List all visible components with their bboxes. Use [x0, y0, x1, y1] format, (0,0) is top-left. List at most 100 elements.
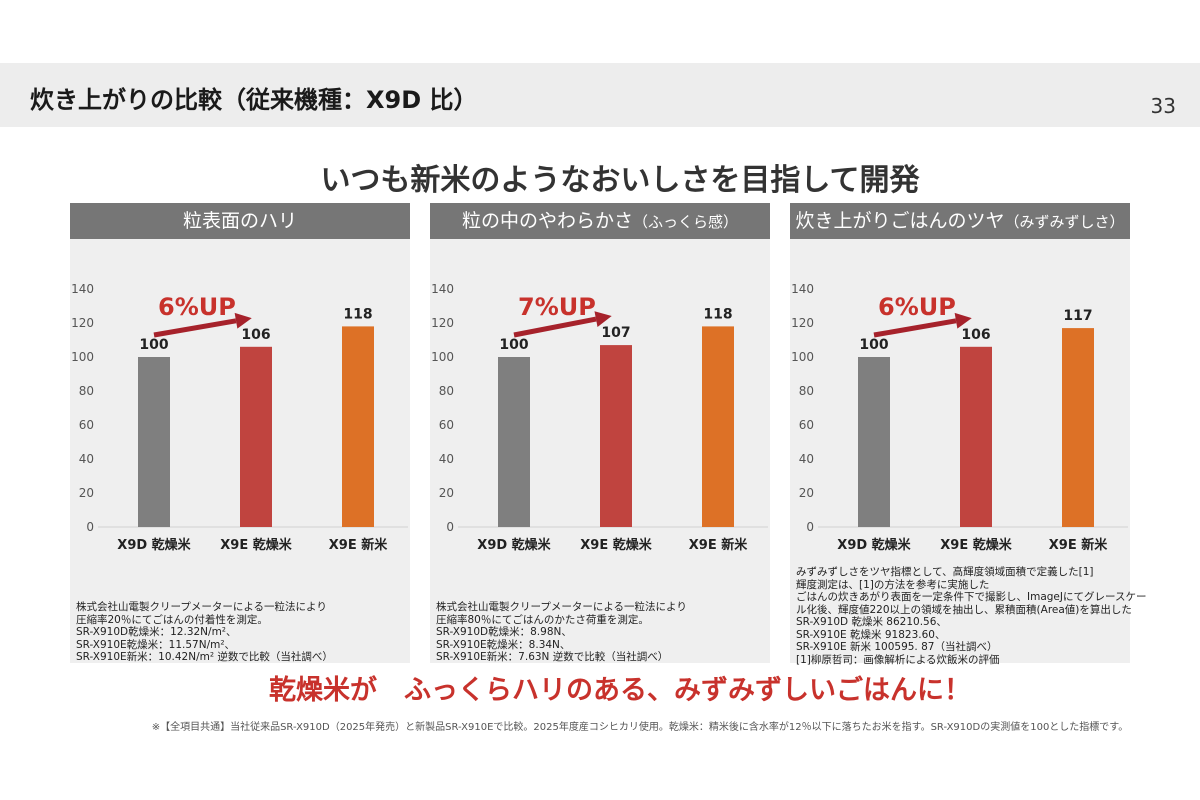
- bar-value-label: 118: [343, 306, 372, 322]
- page-title: 炊き上がりの比較（従来機種：X9D 比）: [30, 86, 478, 114]
- panel-title-main: 粒の中のやわらかさ: [461, 210, 633, 232]
- arrow-head: [594, 311, 612, 327]
- note-line: 株式会社山電製クリープメーターによる一粒法により: [436, 601, 687, 613]
- header-band: [0, 63, 1200, 127]
- panel-title-sub: （ふっくら感）: [633, 213, 739, 231]
- note-line: ごはんの炊きあがり表面を一定条件下で撮影し、ImageJにてグレースケー: [796, 591, 1147, 603]
- bar: [858, 357, 890, 527]
- y-tick-label: 20: [79, 486, 94, 500]
- y-tick-label: 0: [446, 520, 454, 534]
- category-label: X9D 乾燥米: [117, 537, 191, 553]
- y-tick-label: 80: [79, 384, 94, 398]
- y-tick-label: 0: [806, 520, 814, 534]
- category-label: X9D 乾燥米: [477, 537, 551, 553]
- bar-value-label: 106: [961, 327, 990, 343]
- category-label: X9E 新米: [329, 537, 388, 553]
- y-tick-label: 100: [791, 350, 814, 364]
- y-tick-label: 100: [71, 350, 94, 364]
- note-line: SR-X910E 乾燥米 91823.60、: [796, 628, 946, 641]
- category-label: X9E 乾燥米: [580, 537, 652, 553]
- y-tick-label: 140: [431, 282, 454, 296]
- growth-annotation: 7%UP: [518, 293, 596, 321]
- y-tick-label: 40: [799, 452, 814, 466]
- note-line: 圧縮率80％にてごはんのかたさ荷重を測定。: [436, 613, 649, 626]
- panel-title-main: 粒表面のハリ: [182, 210, 297, 232]
- note-line: SR-X910E新米：10.42N/m² 逆数で比較（当社調べ）: [76, 651, 333, 663]
- note-line: [1]柳原哲司：画像解析による炊飯米の評価: [796, 653, 1000, 666]
- bar-value-label: 118: [703, 306, 732, 322]
- chart-panel-surface-firmness: 粒表面のハリ 0 20 40 60 80 100 120 140 100 X9D 乾燥米 106 X9…: [70, 203, 410, 663]
- bar-value-label: 107: [601, 325, 630, 341]
- bar-chart: 0 20 40 60 80 100 120 140 100 X9D 乾燥米 106 X9E 乾燥米 11…: [791, 282, 1128, 553]
- y-tick-label: 40: [79, 452, 94, 466]
- y-tick-label: 120: [431, 316, 454, 330]
- measurement-note: 株式会社山電製クリープメーターによる一粒法により 圧縮率20％にてごはんの付着性…: [76, 601, 333, 664]
- panel-title: 粒表面のハリ: [70, 203, 410, 239]
- bar-chart: 0 20 40 60 80 100 120 140 100 X9D 乾燥米 107 X9E 乾燥米 11…: [431, 282, 768, 553]
- y-tick-label: 140: [71, 282, 94, 296]
- bar: [702, 326, 734, 527]
- bar-value-label: 100: [499, 337, 528, 353]
- category-label: X9D 乾燥米: [837, 537, 911, 553]
- page-number: 33: [1150, 94, 1176, 118]
- panel-title-sub: （みずみずしさ）: [1004, 213, 1125, 231]
- note-line: みずみずしさをツヤ指標として、高輝度領域面積で定義した[1]: [796, 566, 1094, 578]
- growth-annotation: 6%UP: [878, 293, 956, 321]
- bar-chart: 0 20 40 60 80 100 120 140 100 X9D 乾燥米 106 X9E 乾燥米 11…: [71, 282, 408, 553]
- y-tick-label: 40: [439, 452, 454, 466]
- bar: [600, 345, 632, 527]
- note-line: SR-X910E 新米 100595. 87（当社調べ）: [796, 641, 998, 653]
- bar: [138, 357, 170, 527]
- bar-value-label: 106: [241, 327, 270, 343]
- measurement-note: みずみずしさをツヤ指標として、高輝度領域面積で定義した[1] 輝度測定は、[1]…: [796, 566, 1146, 666]
- y-tick-label: 20: [799, 486, 814, 500]
- category-label: X9E 新米: [1049, 537, 1108, 553]
- bar-value-label: 100: [859, 337, 888, 353]
- y-tick-label: 120: [791, 316, 814, 330]
- measurement-note: 株式会社山電製クリープメーターによる一粒法により 圧縮率80％にてごはんのかたさ…: [436, 601, 687, 664]
- footnote: ※【全項目共通】当社従来品SR-X910D（2025年発売）と新製品SR-X91…: [151, 722, 1129, 733]
- bar-value-label: 100: [139, 337, 168, 353]
- bar: [498, 357, 530, 527]
- note-line: SR-X910E乾燥米：11.57N/m²、: [76, 638, 236, 651]
- arrow-shaft: [153, 318, 237, 338]
- bar-value-label: 117: [1063, 308, 1092, 324]
- category-label: X9E 乾燥米: [940, 537, 1012, 553]
- chart-panel-inner-softness: 粒の中のやわらかさ（ふっくら感） 0 20 40 60 80 100 120 140 100 X9…: [430, 203, 770, 663]
- growth-annotation: 6%UP: [158, 293, 236, 321]
- note-line: SR-X910D乾燥米：8.98N、: [436, 626, 572, 638]
- note-line: SR-X910D 乾燥米 86210.56、: [796, 616, 947, 628]
- y-tick-label: 80: [439, 384, 454, 398]
- bar: [1062, 328, 1094, 527]
- arrow-head: [234, 312, 252, 329]
- arrow-shaft: [873, 318, 957, 338]
- note-line: 株式会社山電製クリープメーターによる一粒法により: [76, 601, 327, 613]
- category-label: X9E 乾燥米: [220, 537, 292, 553]
- y-tick-label: 100: [431, 350, 454, 364]
- note-line: SR-X910D乾燥米：12.32N/m²、: [76, 626, 237, 638]
- bar: [342, 326, 374, 527]
- category-label: X9E 新米: [689, 537, 748, 553]
- note-line: 圧縮率20％にてごはんの付着性を測定。: [76, 613, 268, 626]
- y-tick-label: 0: [86, 520, 94, 534]
- note-line: SR-X910E新米：7.63N 逆数で比較（当社調べ）: [436, 651, 669, 663]
- headline: いつも新米のようなおいしさを目指して開発: [320, 163, 920, 198]
- y-tick-label: 120: [71, 316, 94, 330]
- note-line: SR-X910E乾燥米：8.34N、: [436, 638, 571, 651]
- y-tick-label: 80: [799, 384, 814, 398]
- y-tick-label: 20: [439, 486, 454, 500]
- y-tick-label: 60: [439, 418, 454, 432]
- bar: [960, 346, 992, 527]
- arrow-shaft: [513, 316, 597, 338]
- panel-title-main: 炊き上がりごはんのツヤ: [795, 210, 1005, 232]
- slogan: 乾燥米が ふっくらハリのある、みずみずしいごはんに！: [269, 675, 971, 706]
- y-tick-label: 60: [799, 418, 814, 432]
- panel-title: 粒の中のやわらかさ（ふっくら感）: [430, 203, 770, 239]
- chart-panel-gloss: 炊き上がりごはんのツヤ（みずみずしさ） 0 20 40 60 80 100 120 140 10…: [790, 203, 1146, 666]
- arrow-head: [954, 312, 972, 329]
- note-line: ル化後、輝度値220以上の領域を抽出し、累積面積(Area値)を算出した: [796, 603, 1132, 616]
- note-line: 輝度測定は、[1]の方法を参考に実施した: [796, 578, 990, 591]
- panel-title: 炊き上がりごはんのツヤ（みずみずしさ）: [790, 203, 1130, 239]
- y-tick-label: 60: [79, 418, 94, 432]
- y-tick-label: 140: [791, 282, 814, 296]
